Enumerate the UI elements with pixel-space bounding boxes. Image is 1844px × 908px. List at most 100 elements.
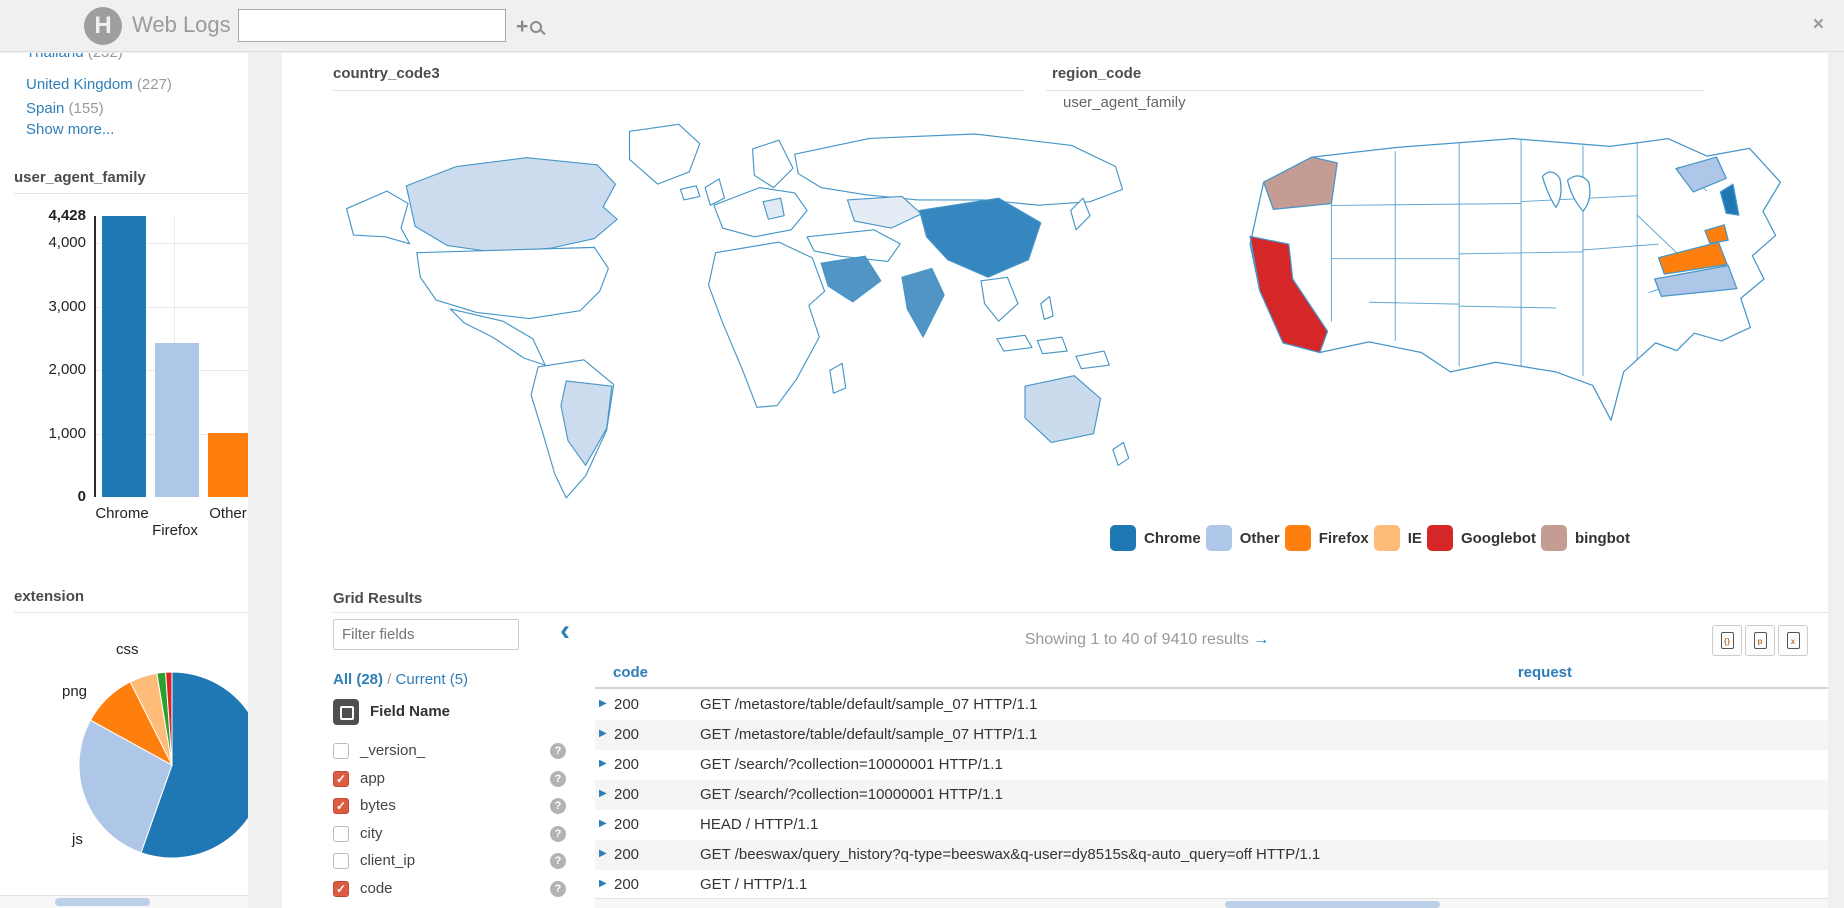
- bar-firefox[interactable]: [155, 342, 199, 497]
- hue-logo-icon[interactable]: H: [84, 7, 122, 45]
- field-checkbox-code[interactable]: ✓: [333, 881, 349, 897]
- file-icon: x: [1786, 632, 1800, 649]
- world-map[interactable]: [302, 105, 1182, 533]
- y-axis-tick: 2,000: [48, 361, 86, 379]
- x-axis-label: Other: [209, 505, 247, 522]
- export-csv-button[interactable]: {}: [1712, 625, 1742, 656]
- file-icon: {}: [1720, 632, 1734, 649]
- cell-request: GET /metastore/table/default/sample_07 H…: [700, 696, 1038, 713]
- cell-request: GET / HTTP/1.1: [700, 876, 808, 893]
- help-icon[interactable]: ?: [550, 853, 566, 870]
- user-agent-bar-chart[interactable]: [94, 216, 248, 497]
- gridline: [96, 306, 248, 308]
- us-states-map[interactable]: [1223, 99, 1823, 519]
- legend-label: IE: [1407, 529, 1422, 547]
- field-checkbox-_version_[interactable]: [333, 743, 349, 759]
- tab-current-fields[interactable]: Current (5): [395, 671, 469, 688]
- cell-code: 200: [614, 696, 640, 713]
- pie-label-css: css: [116, 641, 139, 658]
- column-header-code[interactable]: code: [613, 664, 649, 681]
- field-name-header: Field Name: [370, 703, 451, 720]
- cell-code: 200: [614, 876, 640, 893]
- sidebar-horizontal-scrollbar[interactable]: [0, 895, 248, 908]
- legend-item-other: Other: [1205, 525, 1280, 551]
- search-icon: [530, 21, 543, 33]
- next-page-arrow-icon[interactable]: →: [1253, 631, 1270, 648]
- field-row-code: ✓ code?: [333, 879, 573, 901]
- y-axis-tick: 0: [77, 488, 86, 505]
- field-checkbox-bytes[interactable]: ✓: [333, 798, 349, 815]
- expand-row-icon[interactable]: ▶: [599, 788, 607, 799]
- table-row[interactable]: ▶ 200 GET /metastore/table/default/sample_…: [595, 690, 1828, 720]
- scrollbar-thumb[interactable]: [1225, 901, 1440, 908]
- bar-other[interactable]: [208, 432, 248, 497]
- user-agent-facet-title: user_agent_family: [14, 169, 146, 186]
- results-count-text: Showing 1 to 40 of 9410 results: [1024, 631, 1249, 648]
- pie-slice-js[interactable]: [78, 719, 173, 854]
- plus-icon: +: [516, 15, 529, 38]
- facet-link[interactable]: United Kingdom: [26, 76, 133, 93]
- field-checkbox-app[interactable]: ✓: [333, 770, 349, 787]
- extension-pie-chart[interactable]: [72, 665, 248, 865]
- help-icon[interactable]: ?: [550, 825, 566, 842]
- expand-row-icon[interactable]: ▶: [599, 848, 607, 859]
- table-row[interactable]: ▶ 200 GET /search/?collection=10000001 HTT…: [595, 780, 1828, 810]
- facet-count: (155): [64, 100, 104, 117]
- tab-all-fields[interactable]: All (28): [333, 671, 384, 688]
- cell-request: GET /search/?collection=10000001 HTTP/1.…: [700, 786, 1003, 803]
- table-row[interactable]: ▶ 200 GET / HTTP/1.1: [595, 870, 1828, 900]
- facet-link[interactable]: Spain: [26, 100, 65, 117]
- close-icon[interactable]: ×: [1812, 14, 1824, 35]
- field-label: code: [360, 880, 393, 897]
- bar-chrome[interactable]: [102, 216, 146, 497]
- expand-row-icon[interactable]: ▶: [599, 818, 607, 829]
- pie-slice-unlabeled[interactable]: [165, 671, 173, 766]
- gridline: [96, 243, 248, 245]
- table-row[interactable]: ▶ 200 GET /metastore/table/default/sample_…: [595, 720, 1828, 750]
- pie-label-js: js: [72, 831, 83, 848]
- fields-tabs: All (28) / Current (5): [333, 671, 468, 688]
- search-input[interactable]: [238, 9, 506, 42]
- column-header-request[interactable]: request: [1517, 664, 1572, 681]
- expand-row-icon[interactable]: ▶: [599, 728, 607, 739]
- help-icon[interactable]: ?: [550, 743, 566, 759]
- cell-code: 200: [614, 846, 640, 863]
- expand-row-icon[interactable]: ▶: [599, 758, 607, 769]
- toggle-all-fields-checkbox[interactable]: [333, 699, 359, 725]
- legend-swatch: [1205, 525, 1232, 551]
- expand-row-icon[interactable]: ▶: [599, 698, 607, 709]
- filter-fields-input[interactable]: [333, 619, 519, 650]
- legend-swatch: [1284, 525, 1311, 551]
- help-icon[interactable]: ?: [550, 881, 566, 897]
- table-row[interactable]: ▶ 200 GET /beeswax/query_history?q-type=be…: [595, 840, 1828, 870]
- facet-link[interactable]: Thailand: [26, 53, 84, 61]
- field-row-_version_: _version_?: [333, 741, 573, 763]
- legend-label: Googlebot: [1460, 529, 1536, 547]
- table-row[interactable]: ▶ 200 GET /search/?collection=10000001 HTT…: [595, 750, 1828, 780]
- show-more-link[interactable]: Show more...: [26, 121, 115, 138]
- legend-label: Firefox: [1318, 529, 1369, 547]
- cell-code: 200: [614, 786, 640, 803]
- help-icon[interactable]: ?: [550, 798, 566, 815]
- tab-separator: /: [383, 671, 396, 688]
- export-pdf-button[interactable]: p: [1745, 625, 1775, 656]
- search-submit-button[interactable]: +: [516, 14, 543, 40]
- export-xls-button[interactable]: x: [1778, 625, 1808, 656]
- facet-count: (227): [132, 76, 172, 93]
- x-axis-label: Firefox: [152, 522, 198, 539]
- y-axis-tick: 4,000: [48, 234, 86, 252]
- grid-horizontal-scrollbar[interactable]: [595, 898, 1828, 908]
- table-row[interactable]: ▶ 200 HEAD / HTTP/1.1: [595, 810, 1828, 840]
- field-checkbox-city[interactable]: [333, 825, 349, 842]
- pie-slice-unlabeled[interactable]: [140, 671, 248, 859]
- collapse-fields-chevron-icon[interactable]: ‹: [560, 614, 570, 647]
- expand-row-icon[interactable]: ▶: [599, 878, 607, 889]
- legend-item-firefox: Firefox: [1284, 525, 1369, 551]
- legend-swatch: [1426, 525, 1453, 551]
- scrollbar-thumb[interactable]: [55, 898, 150, 906]
- help-icon[interactable]: ?: [550, 770, 566, 787]
- pie-label-png: png: [62, 683, 88, 700]
- divider: [14, 193, 248, 194]
- field-checkbox-client_ip[interactable]: [333, 853, 349, 870]
- dashboard-title: Web Logs: [132, 12, 231, 37]
